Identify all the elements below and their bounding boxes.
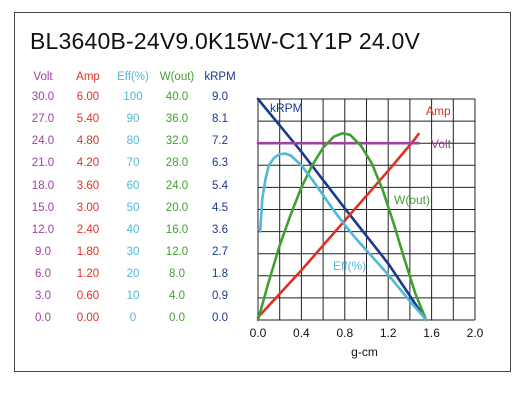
series-line-krpm	[256, 97, 428, 322]
chart-title: BL3640B-24V9.0K15W-C1Y1P 24.0V	[30, 28, 421, 54]
scale-value: 6.00	[76, 91, 100, 103]
scale-value: 9.0	[212, 91, 228, 103]
scale-value: 2.7	[212, 245, 228, 258]
scale-value: 4.0	[169, 290, 185, 303]
scale-value: 15.0	[31, 201, 55, 214]
scale-value: 0.00	[76, 312, 100, 325]
scale-value: 60	[126, 179, 140, 192]
scale-value: 40	[126, 223, 140, 236]
scale-column-header: W(out)	[159, 71, 195, 83]
scale-value: 0.0	[169, 312, 185, 325]
x-tick-label: 2.0	[467, 326, 484, 340]
scale-column-krpm: kRPM 9.0 8.1 7.2 6.3 5.4 4.5 3.6 2.7 1.8 0.9 0.0	[197, 68, 243, 330]
scale-value: 50	[126, 201, 140, 214]
series-line-eff	[258, 152, 428, 322]
x-tick-label: 0.8	[336, 326, 353, 340]
scale-value: 1.8	[212, 268, 228, 281]
scale-value: 9.0	[35, 245, 51, 258]
scale-value: 100	[123, 91, 143, 103]
scale-value: 3.0	[35, 290, 51, 303]
series-line-amp	[256, 132, 420, 319]
scale-value: 12.0	[165, 245, 189, 258]
scale-value: 0.60	[76, 290, 100, 303]
scale-value: 8.1	[212, 113, 228, 126]
series-line-wout	[256, 131, 428, 322]
scale-value: 24.0	[31, 135, 55, 148]
scale-value: 27.0	[31, 113, 55, 126]
scale-value: 20	[126, 268, 140, 281]
scale-value: 0.9	[212, 290, 228, 303]
scale-column-wout: W(out) 40.0 36.0 32.0 28.0 24.0 20.0 16.0 12.0 8.…	[154, 68, 200, 330]
scale-column-header: Amp	[76, 71, 100, 83]
scale-value: 0.0	[35, 312, 51, 325]
series-label-volt: Volt	[431, 137, 452, 151]
scale-value: 16.0	[165, 223, 189, 236]
scale-value: 10	[126, 290, 140, 303]
scale-value: 32.0	[165, 135, 189, 148]
scale-value: 3.00	[76, 201, 100, 214]
series-label-eff: Eff(%)	[333, 259, 366, 273]
scale-value: 3.60	[76, 179, 100, 192]
scale-value: 24.0	[165, 179, 189, 192]
scale-value: 0.0	[212, 312, 228, 325]
scale-column-amp: Amp 6.00 5.40 4.80 4.20 3.60 3.00 2.40 1.80 1.20 0…	[65, 68, 111, 330]
scale-value: 80	[126, 135, 140, 148]
scale-column-eff: Eff(%) 100 90 80 70 60 50 40 30 20 10 0	[110, 68, 156, 330]
scale-value: 90	[126, 113, 140, 126]
scale-column-header: Eff(%)	[117, 71, 149, 83]
scale-value: 5.40	[76, 113, 100, 126]
scale-value: 6.0	[35, 268, 51, 281]
scale-value: 3.6	[212, 223, 228, 236]
scale-value: 2.40	[76, 223, 100, 236]
scale-value: 7.2	[212, 135, 228, 148]
scale-value: 28.0	[165, 157, 189, 170]
series-label-wout: W(out)	[394, 193, 430, 207]
scale-value: 20.0	[165, 201, 189, 214]
x-tick-label: 1.6	[423, 326, 440, 340]
scale-value: 4.5	[212, 201, 228, 214]
scale-value: 8.0	[169, 268, 185, 281]
scale-value: 1.20	[76, 268, 100, 281]
scale-value: 18.0	[31, 179, 55, 192]
x-tick-label: 0.0	[250, 326, 267, 340]
scale-value: 12.0	[31, 223, 55, 236]
scale-column-volt: Volt 30.0 27.0 24.0 21.0 18.0 15.0 12.0 9.0 6.0 3.…	[20, 68, 66, 330]
series-label-amp: Amp	[426, 104, 451, 118]
scale-value: 30.0	[31, 91, 55, 103]
scale-value: 0	[129, 312, 137, 325]
series-label-krpm: kRPM	[270, 101, 303, 115]
scale-value: 5.4	[212, 179, 228, 192]
x-tick-label: 1.2	[380, 326, 397, 340]
scale-value: 30	[126, 245, 140, 258]
x-axis-label: g-cm	[351, 345, 378, 359]
scale-value: 4.20	[76, 157, 100, 170]
x-tick-label: 0.4	[293, 326, 310, 340]
scale-column-header: kRPM	[204, 71, 236, 83]
scale-column-header: Volt	[33, 71, 53, 83]
scale-value: 36.0	[165, 113, 189, 126]
scale-value: 40.0	[165, 91, 189, 103]
scale-value: 70	[126, 157, 140, 170]
scale-value: 6.3	[212, 157, 228, 170]
scale-value: 21.0	[31, 157, 55, 170]
scale-value: 1.80	[76, 245, 100, 258]
scale-value: 4.80	[76, 135, 100, 148]
